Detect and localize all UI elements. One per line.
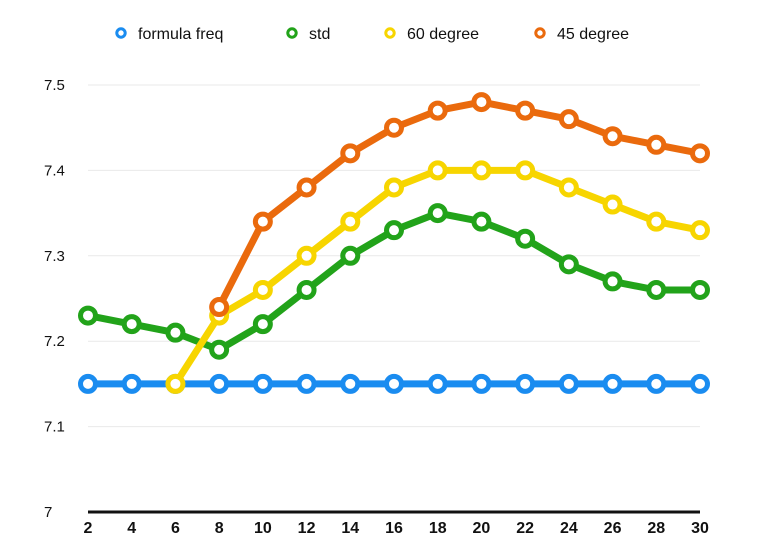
- point-formula-freq-16: [384, 373, 404, 394]
- point-std-30: [690, 279, 710, 300]
- y-tick-label-7-2: 7.2: [44, 333, 65, 350]
- legend: formula freq std 60 degree 45 degree: [115, 26, 629, 43]
- series-std: [78, 203, 710, 360]
- point-60-degree-22: [515, 160, 536, 181]
- point-std-26: [602, 271, 623, 292]
- point-60-degree-28: [646, 211, 667, 232]
- point-45-degree-8: [209, 297, 230, 318]
- point-std-14: [340, 245, 361, 266]
- point-60-degree-26: [602, 194, 623, 215]
- legend-item-60-degree: 60 degree: [384, 26, 479, 43]
- point-std-18: [427, 203, 448, 224]
- point-45-degree-30: [690, 143, 710, 164]
- y-tick-label-7-3: 7.3: [44, 248, 65, 265]
- point-60-degree-20: [471, 160, 492, 181]
- point-45-degree-16: [384, 117, 404, 138]
- point-60-degree-30: [690, 220, 710, 241]
- point-60-degree-6: [165, 373, 186, 394]
- x-tick-label-14: 14: [341, 520, 359, 537]
- point-std-6: [165, 322, 186, 343]
- x-tick-label-4: 4: [127, 520, 136, 537]
- legend-marker-std: [286, 27, 298, 39]
- legend-item-45-degree: 45 degree: [534, 26, 629, 43]
- legend-label-std: std: [309, 26, 330, 43]
- legend-marker-formula-freq: [115, 27, 127, 39]
- x-tick-label-28: 28: [647, 520, 665, 537]
- point-60-degree-24: [558, 177, 579, 198]
- x-tick-label-12: 12: [298, 520, 316, 537]
- x-tick-label-8: 8: [215, 520, 224, 537]
- x-tick-label-22: 22: [516, 520, 534, 537]
- series-layer: [78, 92, 710, 394]
- point-formula-freq-4: [121, 373, 142, 394]
- legend-marker-45-degree: [534, 27, 546, 39]
- legend-marker-60-degree: [384, 27, 396, 39]
- point-std-22: [515, 228, 536, 249]
- point-formula-freq-30: [690, 373, 710, 394]
- point-std-16: [384, 220, 404, 241]
- point-formula-freq-18: [427, 373, 448, 394]
- point-formula-freq-20: [471, 373, 492, 394]
- point-formula-freq-24: [558, 373, 579, 394]
- y-tick-label-7-4: 7.4: [44, 162, 65, 179]
- point-45-degree-20: [471, 92, 492, 113]
- point-std-10: [252, 314, 273, 335]
- series-45-degree: [209, 92, 710, 318]
- y-tick-label-7-1: 7.1: [44, 419, 65, 436]
- point-formula-freq-2: [78, 373, 98, 394]
- point-formula-freq-10: [252, 373, 273, 394]
- point-45-degree-26: [602, 126, 623, 147]
- legend-item-std: std: [286, 26, 330, 43]
- point-45-degree-28: [646, 134, 667, 155]
- point-formula-freq-28: [646, 373, 667, 394]
- legend-label-45-degree: 45 degree: [557, 26, 629, 43]
- x-tick-label-30: 30: [691, 520, 709, 537]
- y-tick-label-7-5: 7.5: [44, 77, 65, 94]
- point-std-12: [296, 279, 317, 300]
- point-std-2: [78, 305, 98, 326]
- point-formula-freq-26: [602, 373, 623, 394]
- point-45-degree-18: [427, 100, 448, 121]
- point-45-degree-12: [296, 177, 317, 198]
- point-45-degree-10: [252, 211, 273, 232]
- legend-label-formula-freq: formula freq: [138, 26, 223, 43]
- point-60-degree-18: [427, 160, 448, 181]
- x-axis: 2 4 6 8 10 12 14 16 18 20 22 24 26 28 30: [84, 510, 709, 537]
- point-std-20: [471, 211, 492, 232]
- point-60-degree-16: [384, 177, 404, 198]
- point-formula-freq-22: [515, 373, 536, 394]
- point-std-28: [646, 279, 667, 300]
- x-tick-label-24: 24: [560, 520, 578, 537]
- point-45-degree-14: [340, 143, 361, 164]
- point-60-degree-14: [340, 211, 361, 232]
- y-axis: 7 7.1 7.2 7.3 7.4 7.5: [44, 77, 65, 521]
- point-45-degree-22: [515, 100, 536, 121]
- x-tick-label-16: 16: [385, 520, 403, 537]
- x-tick-label-20: 20: [473, 520, 491, 537]
- series-line-45-degree: [215, 98, 704, 311]
- point-formula-freq-12: [296, 373, 317, 394]
- point-formula-freq-14: [340, 373, 361, 394]
- point-formula-freq-8: [209, 373, 230, 394]
- point-std-4: [121, 314, 142, 335]
- point-std-24: [558, 254, 579, 275]
- x-tick-label-10: 10: [254, 520, 272, 537]
- x-tick-label-6: 6: [171, 520, 180, 537]
- x-tick-label-26: 26: [604, 520, 622, 537]
- legend-label-60-degree: 60 degree: [407, 26, 479, 43]
- y-tick-label-7: 7: [44, 504, 52, 521]
- point-60-degree-12: [296, 245, 317, 266]
- point-45-degree-24: [558, 109, 579, 130]
- series-60-degree: [165, 160, 710, 394]
- x-tick-label-18: 18: [429, 520, 447, 537]
- legend-item-formula-freq: formula freq: [115, 26, 223, 43]
- point-60-degree-10: [252, 279, 273, 300]
- point-std-8: [209, 339, 230, 360]
- x-tick-label-2: 2: [84, 520, 93, 537]
